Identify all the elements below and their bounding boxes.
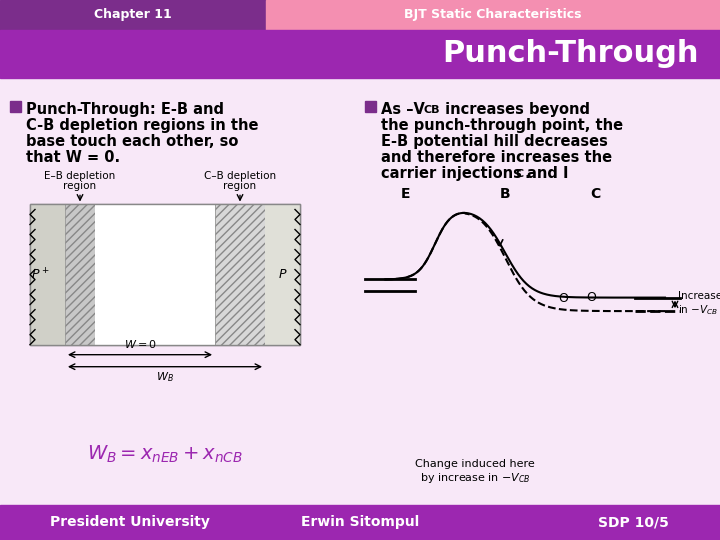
Text: E-B potential hill decreases: E-B potential hill decreases [381, 134, 608, 150]
Text: O: O [559, 292, 568, 305]
Text: Erwin Sitompul: Erwin Sitompul [301, 516, 419, 529]
Text: the punch-through point, the: the punch-through point, the [381, 118, 623, 133]
Bar [30, 205, 65, 345]
Text: President University: President University [50, 516, 210, 529]
Text: E–B depletion: E–B depletion [45, 171, 116, 181]
Text: BJT Static Characteristics: BJT Static Characteristics [405, 8, 582, 22]
Text: SDP 10/5: SDP 10/5 [598, 516, 669, 529]
Text: and therefore increases the: and therefore increases the [381, 151, 612, 165]
Text: Increase
in $-V_{CB}$: Increase in $-V_{CB}$ [678, 292, 720, 318]
Text: CB: CB [424, 105, 441, 116]
Text: region: region [223, 181, 256, 192]
Bar [30, 205, 300, 345]
Text: O: O [586, 291, 596, 303]
Bar [30, 205, 300, 345]
Text: $W_B = x_{nEB} + x_{nCB}$: $W_B = x_{nEB} + x_{nCB}$ [87, 444, 243, 465]
Text: Chapter 11: Chapter 11 [94, 8, 172, 22]
Text: C-B depletion regions in the: C-B depletion regions in the [26, 118, 258, 133]
Bar [266, 0, 720, 30]
Text: C–B depletion: C–B depletion [204, 171, 276, 181]
Text: As –V: As –V [381, 103, 425, 117]
Text: $W = 0$: $W = 0$ [124, 338, 156, 350]
Text: C: C [590, 187, 600, 201]
Bar [0, 0, 266, 30]
Text: B: B [500, 187, 510, 201]
Text: $W_B$: $W_B$ [156, 370, 174, 383]
Bar [65, 205, 95, 345]
Text: base touch each other, so: base touch each other, so [26, 134, 238, 150]
Bar [10, 102, 21, 112]
Text: C: C [515, 170, 523, 179]
Text: carrier injections and I: carrier injections and I [381, 166, 569, 181]
Bar [95, 205, 215, 345]
Bar [265, 205, 300, 345]
Text: that W = 0.: that W = 0. [26, 151, 120, 165]
Bar [365, 102, 376, 112]
Text: region: region [63, 181, 96, 192]
Text: .: . [524, 166, 530, 181]
Text: $P$: $P$ [278, 268, 287, 281]
Text: Punch-Through: E-B and: Punch-Through: E-B and [26, 103, 224, 117]
Text: Change induced here
by increase in $-V_{CB}$: Change induced here by increase in $-V_{… [415, 459, 535, 485]
Text: $P^+$: $P^+$ [31, 267, 49, 282]
Text: Punch-Through: Punch-Through [442, 39, 698, 69]
Bar [215, 205, 265, 345]
Text: increases beyond: increases beyond [440, 103, 590, 117]
Text: E: E [400, 187, 410, 201]
